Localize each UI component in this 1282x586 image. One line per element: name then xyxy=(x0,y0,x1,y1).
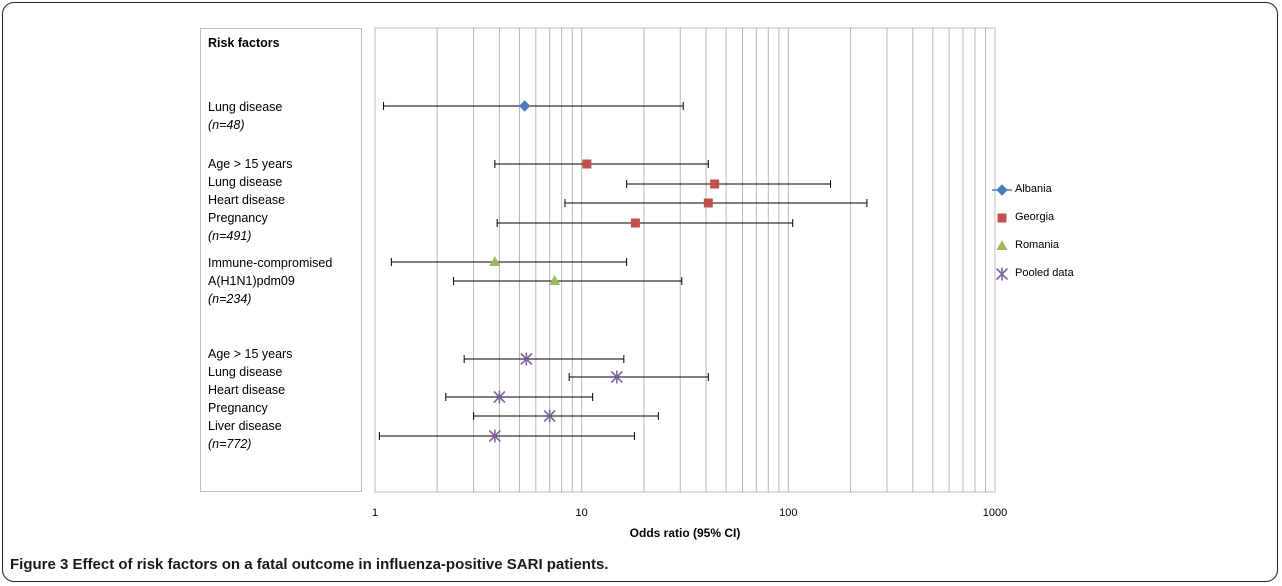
x-tick-label: 10 xyxy=(576,507,588,519)
x-axis-label: Odds ratio (95% CI) xyxy=(630,526,741,540)
odds-ratio-point xyxy=(582,159,592,169)
legend-item: Georgia xyxy=(1015,211,1055,223)
odds-ratio-point xyxy=(610,370,623,384)
odds-ratio-point xyxy=(703,198,713,208)
odds-ratio-point xyxy=(488,429,501,443)
risk-factor-label: Heart disease xyxy=(208,193,286,207)
x-tick-label: 100 xyxy=(779,507,797,519)
risk-factor-label: Liver disease xyxy=(208,419,282,433)
sample-size-label: (n=772) xyxy=(208,437,252,451)
legend-marker xyxy=(997,213,1007,223)
figure-caption: Figure 3 Effect of risk factors on a fat… xyxy=(10,556,608,573)
risk-factor-label: Immune-compromised xyxy=(208,256,333,270)
odds-ratio-point xyxy=(543,409,556,423)
plot-area xyxy=(374,27,996,493)
risk-factor-label: Age > 15 years xyxy=(208,347,293,361)
risk-factor-label: Lung disease xyxy=(208,175,283,189)
caption-text: Effect of risk factors on a fatal outcom… xyxy=(72,556,609,573)
legend-item: Romania xyxy=(1015,239,1060,251)
x-tick-label: 1 xyxy=(372,507,378,519)
odds-ratio-point xyxy=(630,218,640,228)
legend-item: Pooled data xyxy=(1015,267,1074,279)
odds-ratio-point xyxy=(520,352,533,366)
risk-factor-label: Pregnancy xyxy=(208,401,268,415)
risk-factor-panel xyxy=(200,28,362,492)
odds-ratio-point xyxy=(489,256,501,266)
odds-ratio-point xyxy=(710,179,720,189)
odds-ratio-point xyxy=(493,390,506,404)
sample-size-label: (n=491) xyxy=(208,229,252,243)
risk-factor-label: Heart disease xyxy=(208,383,286,397)
figure-label: Figure 3 xyxy=(10,556,69,573)
legend-item: Albania xyxy=(1015,183,1052,195)
risk-factor-label: Lung disease xyxy=(208,365,283,379)
odds-ratio-point xyxy=(549,275,561,285)
risk-factor-header: Risk factors xyxy=(208,36,280,50)
risk-factor-label: Age > 15 years xyxy=(208,157,293,171)
risk-factor-label: Lung disease xyxy=(208,100,283,114)
x-tick-label: 1000 xyxy=(983,507,1007,519)
legend-marker xyxy=(996,184,1008,196)
risk-factor-label: A(H1N1)pdm09 xyxy=(208,274,295,288)
risk-factor-label: Pregnancy xyxy=(208,211,268,225)
legend-marker xyxy=(996,240,1008,250)
legend-marker xyxy=(995,267,1009,281)
sample-size-label: (n=48) xyxy=(208,118,245,132)
sample-size-label: (n=234) xyxy=(208,292,252,306)
odds-ratio-point xyxy=(518,100,531,112)
